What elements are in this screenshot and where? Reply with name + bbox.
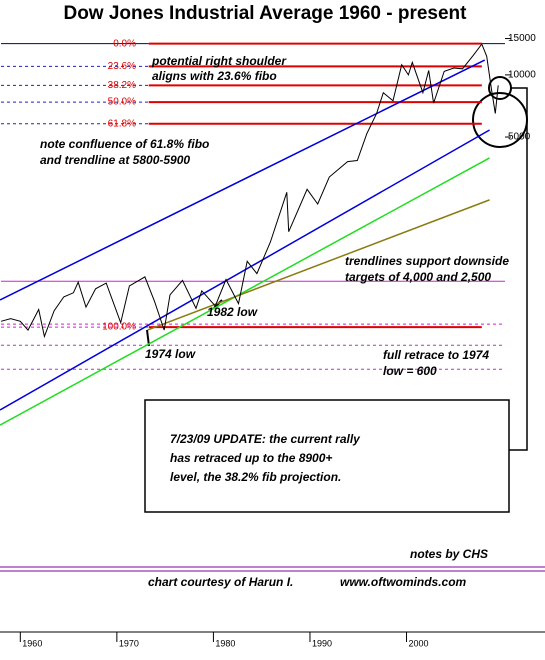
- price-line: [0, 43, 499, 339]
- fib-label: 61.8%: [108, 118, 136, 129]
- trendline: [0, 129, 490, 411]
- x-tick-label: 2000: [409, 638, 429, 648]
- fib-label: 38.2%: [108, 80, 136, 91]
- annotation: 7/23/09 UPDATE: the current rally: [170, 432, 361, 446]
- fib-label: 100.0%: [102, 322, 136, 333]
- trendline: [0, 59, 486, 301]
- annotation: targets of 4,000 and 2,500: [345, 270, 491, 284]
- fib-label: 0.0%: [113, 38, 136, 49]
- annotation: trendlines support downside: [345, 254, 509, 268]
- annotation: low = 600: [383, 364, 437, 378]
- x-tick-label: 1990: [312, 638, 332, 648]
- x-tick-label: 1960: [22, 638, 42, 648]
- annotation: level, the 38.2% fib projection.: [170, 470, 341, 484]
- trendline: [147, 199, 490, 331]
- trendline: [0, 157, 490, 426]
- annotation: chart courtesy of Harun I.: [148, 575, 293, 589]
- annotation: aligns with 23.6% fibo: [152, 69, 277, 83]
- x-tick-label: 1970: [119, 638, 139, 648]
- fib-label: 23.6%: [108, 61, 136, 72]
- annotation: and trendline at 5800-5900: [40, 153, 190, 167]
- annotation: note confluence of 61.8% fibo: [40, 137, 209, 151]
- y-tick-label: 5000: [508, 132, 531, 143]
- annotation: notes by CHS: [410, 547, 488, 561]
- annotation: www.oftwominds.com: [340, 575, 467, 589]
- fib-label: 50.0%: [108, 97, 136, 108]
- chart-title: Dow Jones Industrial Average 1960 - pres…: [63, 3, 467, 24]
- y-tick-label: 10000: [508, 70, 536, 81]
- annotation: 1974 low: [145, 347, 196, 361]
- callout-line: [509, 87, 528, 451]
- x-tick-label: 1980: [215, 638, 235, 648]
- update-box: [144, 399, 510, 513]
- annotation: 1982 low: [207, 305, 258, 319]
- y-tick-label: 15000: [508, 33, 536, 44]
- annotation: full retrace to 1974: [383, 348, 489, 362]
- annotation: has retraced up to the 8900+: [170, 451, 332, 465]
- annotation: potential right shoulder: [151, 54, 287, 68]
